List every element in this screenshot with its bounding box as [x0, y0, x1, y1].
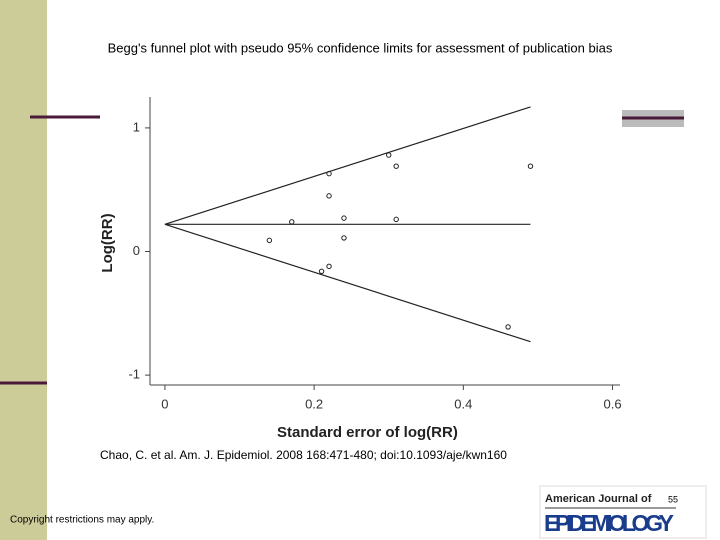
side-bar	[0, 0, 47, 540]
logo-line1: American Journal of	[545, 493, 652, 505]
point	[341, 215, 347, 221]
funnel-line	[164, 106, 531, 225]
point	[341, 235, 347, 241]
y-tick-label: -1	[128, 367, 140, 382]
x-tick-label: 0	[161, 396, 168, 411]
y-axis-label: Log(RR)	[99, 213, 116, 272]
y-tick-label: 0	[133, 243, 140, 258]
logo-line2: EPIDEMIOLOGY	[544, 510, 674, 536]
point	[393, 163, 399, 169]
point	[289, 219, 295, 225]
title: Begg's funnel plot with pseudo 95% confi…	[108, 40, 613, 55]
point	[326, 263, 332, 270]
x-tick-label: 0.2	[305, 396, 323, 411]
logo-box	[539, 485, 707, 539]
point	[326, 170, 332, 177]
x-tick-label: 0.4	[454, 396, 472, 411]
x-axis-label: Standard error of log(RR)	[277, 424, 458, 441]
point	[318, 268, 325, 274]
caption: Chao, C. et al. Am. J. Epidemiol. 2008 1…	[100, 448, 507, 462]
slide-number: 55	[668, 494, 678, 504]
point	[266, 237, 273, 244]
point	[505, 324, 511, 330]
y-tick-label: 1	[133, 119, 140, 134]
point	[386, 152, 392, 158]
copyright: Copyright restrictions may apply.	[10, 515, 154, 526]
plot-panel	[100, 97, 622, 442]
point	[527, 163, 534, 169]
funnel-line	[164, 223, 531, 343]
point	[393, 216, 399, 223]
point	[326, 193, 332, 199]
x-tick-label: 0.6	[604, 396, 622, 411]
